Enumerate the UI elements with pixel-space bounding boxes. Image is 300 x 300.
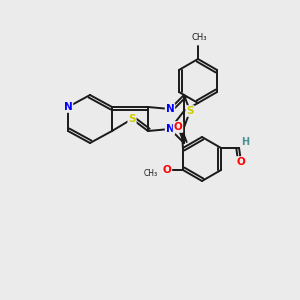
Text: CH₃: CH₃ (144, 169, 158, 178)
Text: O: O (163, 165, 171, 175)
Text: N: N (64, 102, 72, 112)
Text: N: N (166, 104, 174, 114)
Text: O: O (237, 157, 245, 167)
Text: CH₃: CH₃ (191, 33, 207, 42)
Text: O: O (174, 122, 182, 132)
Text: S: S (128, 114, 136, 124)
Text: H: H (241, 137, 249, 147)
Text: S: S (186, 106, 194, 116)
Text: N: N (166, 124, 174, 134)
